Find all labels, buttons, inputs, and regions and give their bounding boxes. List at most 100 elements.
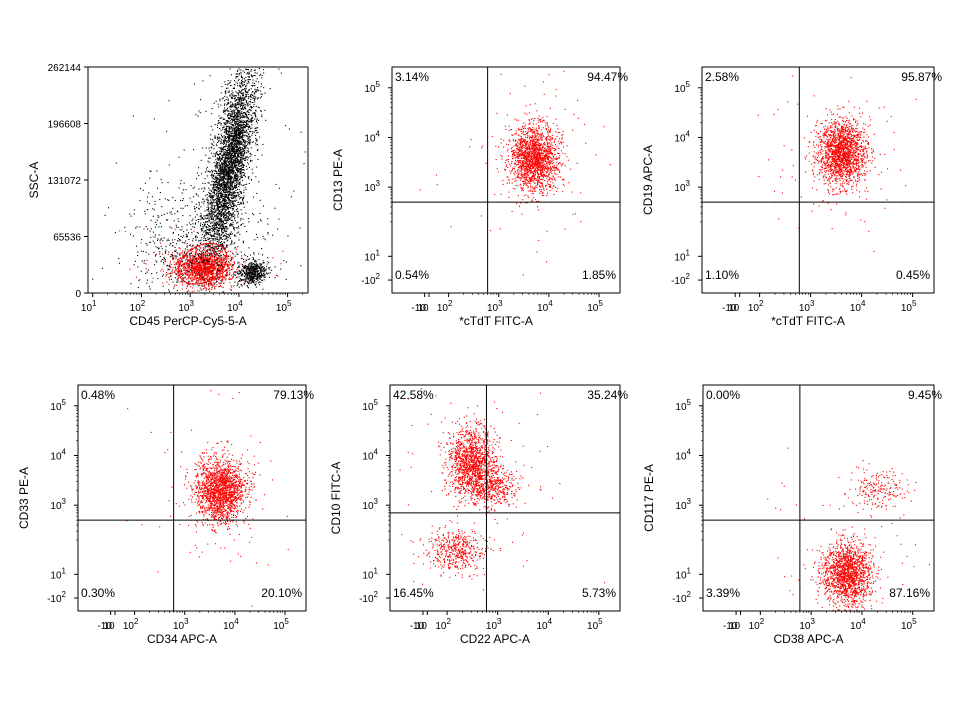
quadrant-percent-upper-right: 9.45% [908,388,942,402]
y-tick-label: 262144 [48,63,82,74]
x-tick-label: 102 [749,617,765,632]
quadrant-percent-lower-right: 87.16% [889,586,930,600]
quadrant-percent-upper-right: 35.24% [587,388,628,402]
quadrant-labels: 3.14% 94.47% 0.54% 1.85% [395,70,628,282]
quadrant-percent-upper-left: 3.14% [395,70,429,84]
y-tick-label: -102 [672,590,691,605]
x-tick-label: 103 [487,299,503,314]
x-axis-label: *cTdT FITC-A [459,314,533,328]
x-tick-label: 10 [728,303,740,314]
quadrant-percent-upper-left: 0.00% [706,388,740,402]
y-tick-label: 105 [675,398,691,413]
y-tick-label: 103 [364,179,380,194]
dot-cloud [758,76,917,252]
population-1 [400,388,554,575]
population-3 [217,252,301,290]
x-tick-label: 103 [173,617,189,632]
x-tick-label: 105 [276,299,292,314]
x-tick-label: 102 [437,299,453,314]
y-tick-label: 105 [362,398,378,413]
dot-cloud [420,71,611,276]
x-axis-label: CD34 APC-A [147,632,217,646]
x-axis-label: CD38 APC-A [773,632,843,646]
quadrant-percent-upper-left: 0.48% [81,388,115,402]
y-tick-label: 0 [75,289,81,300]
quadrant-percent-lower-right: 0.45% [896,268,930,282]
x-tick-label: 101 [81,299,97,314]
quadrant-percent-lower-left: 16.45% [393,586,434,600]
population-3 [401,508,605,590]
y-tick-label: 65536 [53,233,81,244]
quadrant-percent-lower-left: 0.30% [81,586,115,600]
dot-cloud [92,68,306,293]
y-axis-label: SSC-A [27,162,41,199]
y-axis-label: CD19 APC-A [641,145,655,215]
population-1 [420,71,611,276]
quadrant-percent-lower-right: 20.10% [261,586,302,600]
dot-cloud [126,390,289,606]
quadrant-percent-lower-left: 3.39% [706,586,740,600]
x-axis-label: *cTdT FITC-A [771,314,845,328]
x-tick-label: 10 [416,621,428,632]
x-tick-label: 10 [417,303,429,314]
quadrant-percent-upper-right: 94.47% [587,70,628,84]
y-tick-label: 101 [675,566,691,581]
x-tick-label: 10 [729,621,741,632]
y-tick-label: 101 [362,566,378,581]
y-tick-label: 105 [50,398,66,413]
y-tick-label: 103 [362,497,378,512]
x-tick-label: 103 [486,617,502,632]
quadrant-percent-lower-right: 1.85% [582,268,616,282]
quadrant-percent-lower-left: 0.54% [395,268,429,282]
x-tick-label: 104 [227,299,243,314]
x-tick-label: 104 [850,617,866,632]
y-tick-label: 103 [675,497,691,512]
y-tick-label: 103 [674,179,690,194]
y-axis-label: CD33 PE-A [17,467,31,529]
y-tick-label: 131072 [48,176,82,187]
x-tick-label: 105 [587,299,603,314]
y-tick-label: 101 [674,248,690,263]
x-tick-label: 10 [103,621,115,632]
population-2 [432,446,561,543]
y-tick-label: -102 [359,590,378,605]
x-tick-label: 104 [850,299,866,314]
population-1 [126,390,289,606]
population-2 [767,448,916,545]
y-axis-label: CD10 FITC-A [329,462,343,535]
x-tick-label: 103 [799,617,815,632]
x-tick-label: 105 [587,617,603,632]
x-tick-label: 104 [537,299,553,314]
quadrant-percent-lower-right: 5.73% [582,586,616,600]
y-tick-label: 105 [364,80,380,95]
x-tick-label: 102 [748,299,764,314]
plot-frame [390,385,620,611]
quadrant-percent-upper-right: 79.13% [273,388,314,402]
x-tick-label: 102 [123,617,139,632]
y-tick-label: 104 [50,447,66,462]
dot-cloud [400,388,606,590]
y-tick-label: 196608 [48,120,82,131]
y-tick-label: -102 [361,272,380,287]
x-tick-label: 103 [178,299,194,314]
plot-frame [78,385,306,611]
y-ticks: 0 65536 131072 196608 262144 [48,63,88,300]
quadrant-labels: 0.48% 79.13% 0.30% 20.10% [81,388,314,600]
y-tick-label: 103 [50,497,66,512]
x-tick-label: 105 [273,617,289,632]
